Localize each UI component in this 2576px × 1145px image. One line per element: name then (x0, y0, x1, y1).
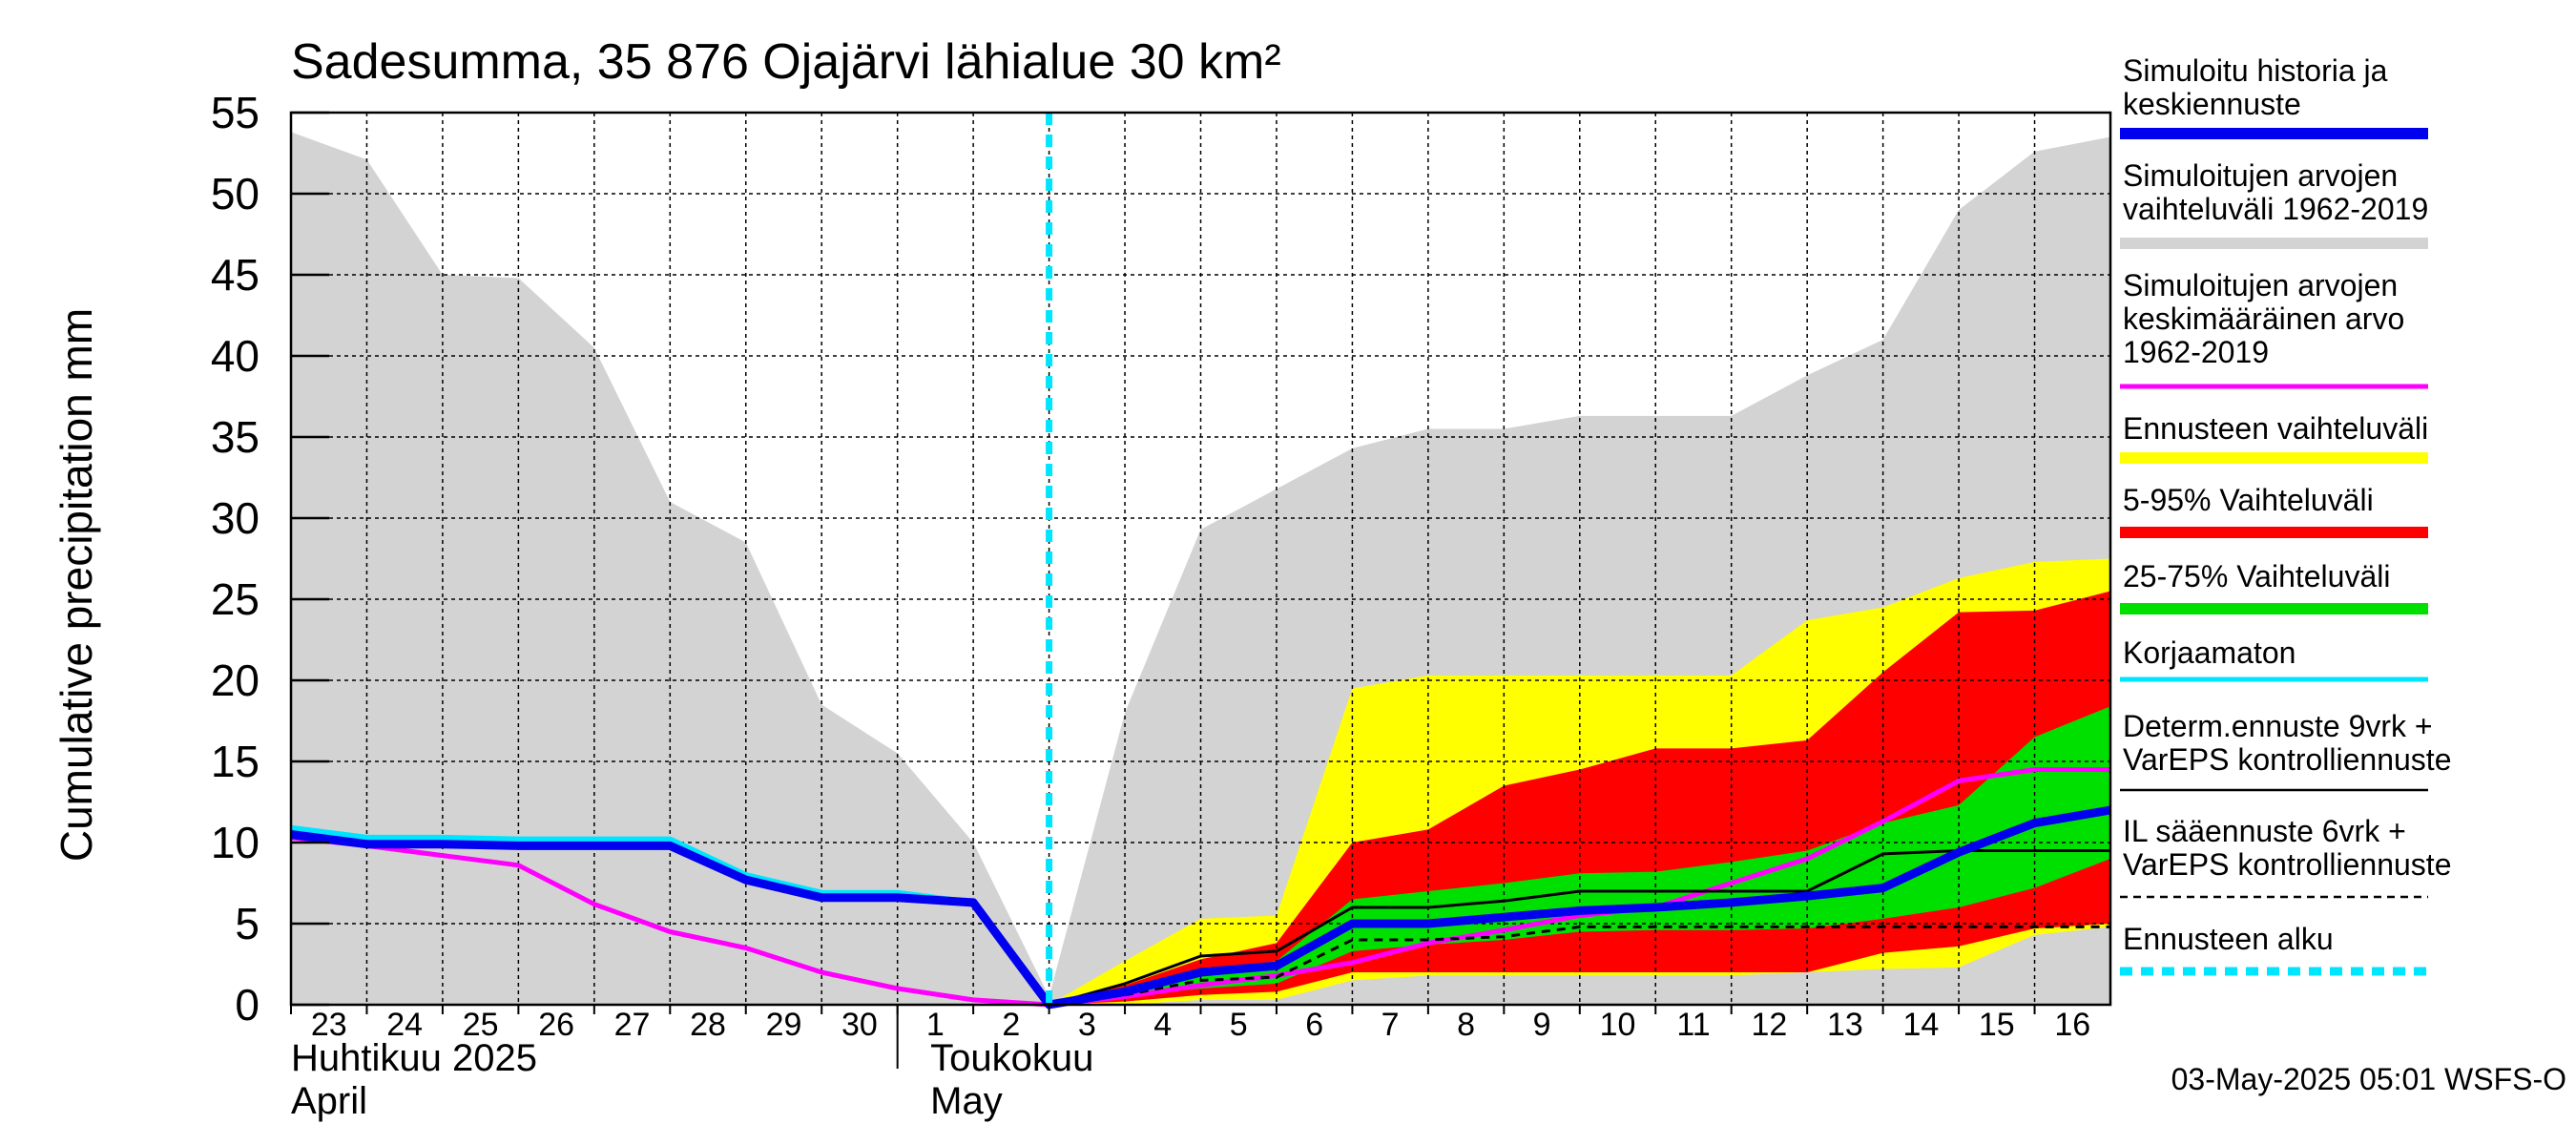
legend-label: Ennusteen alku (2123, 922, 2334, 956)
legend-label: Simuloitujen arvojen (2123, 158, 2398, 193)
month-label-english: May (930, 1080, 1003, 1122)
y-axis-label: Cumulative precipitation mm (52, 308, 101, 862)
y-tick-label: 20 (211, 656, 260, 705)
y-tick-label: 55 (211, 88, 260, 137)
legend-label: keskiennuste (2123, 87, 2301, 121)
chart-axes (289, 111, 2112, 1069)
legend-label: Korjaamaton (2123, 635, 2296, 670)
x-tick-label: 1 (926, 1007, 945, 1043)
y-tick-label: 15 (211, 737, 260, 786)
legend-label: Ennusteen vaihteluväli (2123, 411, 2428, 446)
y-tick-label: 45 (211, 250, 260, 300)
x-tick-label: 7 (1381, 1007, 1400, 1043)
legend-label: 5-95% Vaihteluväli (2123, 483, 2374, 517)
y-tick-label: 30 (211, 493, 260, 543)
x-tick-label: 29 (766, 1007, 802, 1043)
legend-label: Simuloitu historia ja (2123, 53, 2388, 88)
x-tick-label: 23 (311, 1007, 347, 1043)
month-label: Huhtikuu 2025 (291, 1037, 537, 1079)
x-tick-label: 9 (1533, 1007, 1551, 1043)
legend-label: VarEPS kontrolliennuste (2123, 742, 2451, 777)
x-tick-label: 8 (1457, 1007, 1475, 1043)
chart-grid (291, 113, 2110, 1005)
y-tick-label: 35 (211, 412, 260, 462)
chart-title: Sadesumma, 35 876 Ojajärvi lähialue 30 k… (291, 34, 1281, 90)
y-tick-label: 5 (235, 899, 260, 948)
x-tick-label: 3 (1078, 1007, 1096, 1043)
x-tick-label: 30 (841, 1007, 878, 1043)
x-tick-label: 5 (1230, 1007, 1248, 1043)
legend-label: vaihteluväli 1962-2019 (2123, 192, 2428, 226)
legend-label: Simuloitujen arvojen (2123, 268, 2398, 302)
x-tick-label: 6 (1305, 1007, 1323, 1043)
legend-label: keskimääräinen arvo (2123, 302, 2404, 336)
x-tick-label: 2 (1002, 1007, 1020, 1043)
x-tick-label: 28 (690, 1007, 726, 1043)
legend-label: VarEPS kontrolliennuste (2123, 847, 2451, 882)
x-tick-label: 4 (1153, 1007, 1172, 1043)
y-tick-label: 10 (211, 818, 260, 867)
series-line-3 (1049, 849, 2110, 1007)
x-tick-label: 26 (538, 1007, 574, 1043)
chart-text: Sadesumma, 35 876 Ojajärvi lähialue 30 k… (52, 34, 2566, 1122)
series-line-0 (290, 767, 2110, 1008)
chart-lines (290, 113, 2111, 1010)
x-tick-label: 13 (1827, 1007, 1863, 1043)
x-tick-label: 16 (2054, 1007, 2090, 1043)
x-tick-label: 10 (1600, 1007, 1636, 1043)
x-tick-label: 12 (1752, 1007, 1788, 1043)
y-tick-label: 50 (211, 169, 260, 219)
x-tick-label: 11 (1676, 1007, 1710, 1043)
month-label: Toukokuu (930, 1037, 1093, 1079)
legend-label: IL sääennuste 6vrk + (2123, 814, 2406, 848)
x-tick-label: 24 (386, 1007, 423, 1043)
series-line-2 (1049, 925, 2110, 1007)
legend-label: Determ.ennuste 9vrk + (2123, 709, 2433, 743)
x-tick-label: 15 (1979, 1007, 2015, 1043)
x-tick-label: 25 (463, 1007, 499, 1043)
legend-label: 25-75% Vaihteluväli (2123, 559, 2390, 593)
y-tick-label: 40 (211, 331, 260, 381)
month-label-english: April (291, 1080, 367, 1122)
x-tick-label: 14 (1902, 1007, 1939, 1043)
footer-timestamp: 03-May-2025 05:01 WSFS-O (2171, 1062, 2566, 1096)
y-tick-label: 0 (235, 980, 260, 1030)
legend-label: 1962-2019 (2123, 335, 2269, 369)
y-tick-label: 25 (211, 574, 260, 624)
series-line-4 (290, 805, 2111, 1010)
x-tick-label: 27 (614, 1007, 651, 1043)
